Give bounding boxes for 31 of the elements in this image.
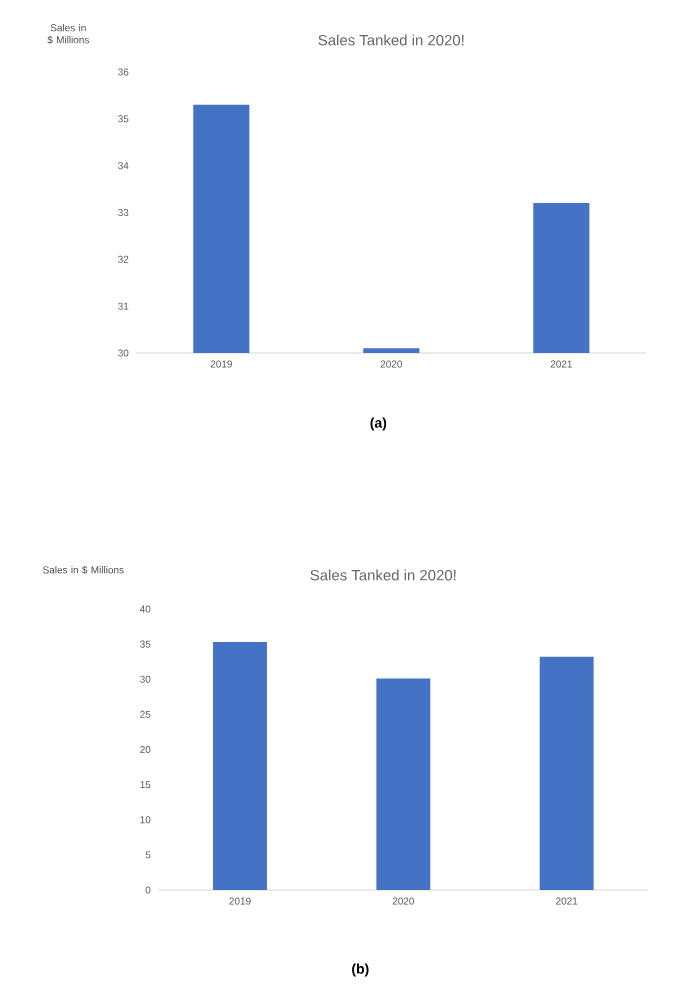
y-tick-label: 35: [117, 115, 129, 123]
text: (b): [351, 963, 369, 977]
y-tick-label: 10: [140, 816, 151, 824]
y-tick-label: 25: [140, 710, 151, 718]
x-tick-label: 2020: [392, 897, 414, 905]
y-tick-label: 33: [117, 208, 129, 217]
chart-title: Sales Tanked in 2020!: [310, 569, 456, 581]
chart-title: Sales Tanked in 2020!: [318, 34, 464, 46]
bar: [539, 656, 594, 890]
y-tick-label: 36: [117, 68, 129, 76]
bar: [212, 642, 267, 890]
x-tick-label: 2019: [210, 360, 232, 368]
y-tick-label: 34: [117, 162, 129, 170]
y-tick-label: 40: [139, 605, 151, 613]
y-tick-label: 0: [145, 886, 151, 894]
y-tick-label: 30: [117, 349, 129, 357]
x-tick-label: 2019: [229, 897, 251, 905]
y-tick-label: 20: [140, 745, 151, 754]
y-tick-label: 15: [140, 781, 151, 789]
y-tick-label: 30: [139, 675, 151, 683]
y-tick-label: 32: [117, 255, 129, 263]
y-tick-label: 35: [139, 640, 151, 648]
y-tick-label: 5: [145, 851, 151, 859]
y-axis-title: Sales in $ Millions: [42, 565, 124, 575]
y-tick-label: 31: [117, 302, 129, 310]
x-tick-label: 2021: [555, 897, 578, 905]
bar: [376, 678, 431, 890]
x-tick-label: 2021: [550, 360, 572, 368]
text: (a): [370, 417, 386, 431]
y-axis-title: Sales in $ Millions: [47, 24, 89, 44]
x-tick-label: 2020: [380, 360, 402, 368]
